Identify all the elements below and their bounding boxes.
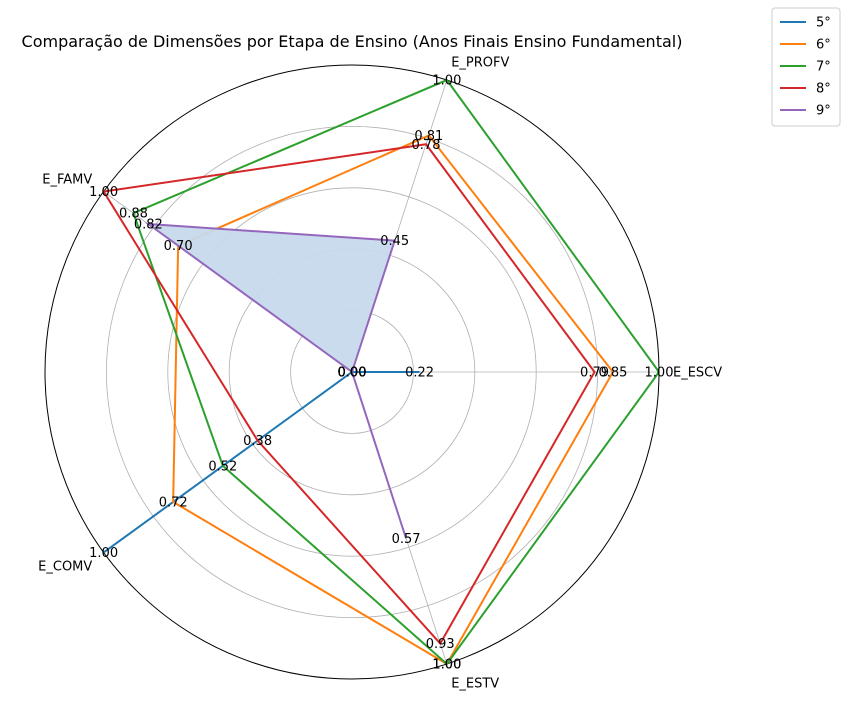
series-line-3 [132, 78, 661, 666]
value-label-s4-e-profv: 0.78 [412, 138, 441, 153]
value-label-s5-e-estv: 0.57 [392, 532, 421, 547]
value-label-s1-e-profv: 0.00 [338, 366, 367, 381]
series-layer [101, 78, 661, 666]
value-label-s4-e-estv: 0.93 [426, 637, 455, 652]
value-label-s2-e-profv: 0.81 [414, 129, 443, 144]
axis-label-e-escv: E_ESCV [673, 366, 722, 381]
value-label-s4-e-escv: 0.79 [580, 366, 609, 381]
legend-label-3: 7° [816, 60, 831, 75]
value-label-s2-e-comv: 0.72 [159, 495, 188, 510]
legend-label-1: 5° [816, 16, 831, 31]
value-label-s1-e-comv: 1.00 [89, 546, 118, 561]
value-label-s3-e-profv: 1.00 [432, 74, 461, 89]
value-label-s3-e-estv: 1.00 [432, 657, 461, 672]
axis-label-e-famv: E_FAMV [42, 172, 92, 187]
value-label-s5-e-famv: 0.82 [134, 218, 163, 233]
series-line-5 [144, 222, 408, 539]
value-label-s3-e-famv: 0.88 [119, 207, 148, 222]
value-label-s5-e-profv: 0.45 [380, 234, 409, 249]
axis-label-e-profv: E_PROFV [451, 56, 509, 71]
value-label-s2-e-estv: 1.00 [432, 657, 461, 672]
legend-label-4: 8° [816, 82, 831, 97]
value-label-s4-e-comv: 0.38 [243, 434, 272, 449]
series-line-4 [101, 143, 596, 646]
axis-label-e-comv: E_COMV [38, 560, 92, 575]
value-label-s3-e-escv: 1.00 [645, 366, 674, 381]
series-line-1 [103, 371, 420, 554]
value-label-s1-e-escv: 0.22 [405, 366, 434, 381]
value-label-s4-e-famv: 1.00 [89, 185, 118, 200]
legend: 5° 6° 7° 8° 9° [771, 7, 841, 127]
value-label-s1-e-famv: 0.00 [338, 366, 367, 381]
value-label-s2-e-escv: 0.85 [598, 366, 627, 381]
legend-label-5: 9° [816, 104, 831, 119]
value-label-s2-e-famv: 0.70 [164, 239, 193, 254]
chart-title: Comparação de Dimensões por Etapa de Ens… [22, 32, 683, 51]
series-line-2 [172, 134, 615, 666]
legend-label-2: 6° [816, 38, 831, 53]
value-label-s5-e-escv: 0.00 [338, 366, 367, 381]
axis-label-e-estv: E_ESTV [451, 676, 499, 691]
value-labels: 0.220.000.001.000.00 0.850.810.700.721.00… [89, 74, 673, 673]
value-label-s1-e-estv: 0.00 [338, 366, 367, 381]
series-fill-5 [148, 224, 407, 539]
value-label-s3-e-comv: 0.52 [208, 459, 237, 474]
value-label-s5-e-comv: 0.00 [338, 366, 367, 381]
axis-labels: E_ESCV E_PROFV E_FAMV E_COMV E_ESTV [38, 56, 722, 692]
